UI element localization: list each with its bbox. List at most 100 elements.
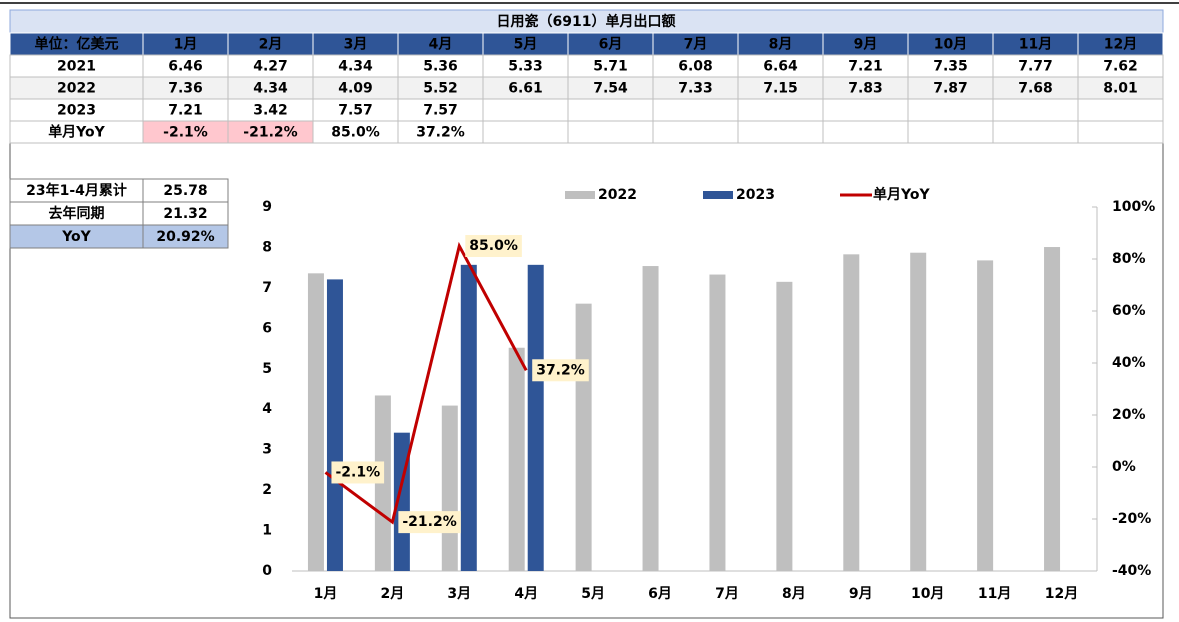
header-label: 8月 — [769, 37, 793, 53]
cell-text: 7.54 — [593, 81, 628, 97]
header-label: 5月 — [514, 37, 538, 53]
y2-tick-label: 20% — [1112, 407, 1146, 423]
x-tick-label: 7月 — [715, 586, 739, 602]
y2-tick-label: 80% — [1112, 251, 1146, 267]
header-label: 9月 — [854, 37, 878, 53]
data-label: 85.0% — [469, 238, 518, 254]
cell-text: 7.57 — [338, 103, 373, 119]
cell-text: 5.36 — [423, 59, 458, 75]
bar — [910, 252, 927, 572]
header-label: 1月 — [174, 37, 198, 53]
table-cell — [822, 120, 909, 144]
data-label: 37.2% — [536, 362, 585, 378]
bar — [977, 260, 994, 571]
header-label: 3月 — [344, 37, 368, 53]
label-box — [398, 511, 461, 534]
cell-text: 4.27 — [253, 59, 288, 75]
cell-text: 单月YoY — [48, 124, 105, 141]
header-label: 7月 — [684, 37, 708, 53]
data-label: -21.2% — [402, 514, 456, 530]
bar — [460, 264, 477, 571]
table-cell — [1077, 120, 1164, 144]
x-tick-label: 4月 — [514, 586, 538, 602]
y-tick-label: 0 — [262, 563, 272, 579]
cell-text: 2023 — [57, 103, 96, 119]
cell-text: 6.64 — [763, 59, 798, 75]
legend-label: 单月YoY — [873, 186, 930, 203]
label-box — [532, 359, 589, 382]
y-tick-label: 3 — [262, 442, 272, 458]
table-cell — [482, 120, 569, 144]
x-tick-label: 12月 — [1045, 586, 1078, 602]
summary-text: 20.92% — [156, 229, 214, 245]
legend-label: 2022 — [598, 187, 637, 203]
y-tick-label: 1 — [262, 523, 272, 539]
summary-text: 25.78 — [163, 183, 207, 199]
bar — [776, 281, 793, 571]
cell-text: 2021 — [57, 59, 96, 75]
legend-label: 2023 — [736, 187, 775, 203]
cell-text: 4.34 — [253, 81, 288, 97]
y2-tick-label: 0% — [1112, 459, 1136, 475]
cell-text: 7.33 — [678, 81, 713, 97]
cell-text: 7.36 — [168, 81, 203, 97]
bar — [326, 279, 343, 571]
bar — [527, 264, 544, 571]
y2-tick-label: 100% — [1112, 199, 1155, 215]
y-tick-label: 8 — [262, 239, 272, 255]
y2-tick-label: 60% — [1112, 303, 1146, 319]
cell-text: 6.08 — [678, 59, 713, 75]
y2-tick-label: 40% — [1112, 355, 1146, 371]
cell-text: 6.46 — [168, 59, 203, 75]
summary-text: 23年1-4月累计 — [26, 182, 127, 199]
bar — [709, 274, 726, 571]
table-cell — [992, 98, 1079, 122]
summary-text: 21.32 — [163, 206, 207, 222]
table-cell — [737, 98, 824, 122]
bar — [642, 266, 659, 571]
header-label: 12月 — [1104, 37, 1137, 53]
header-label: 6月 — [599, 37, 623, 53]
y-tick-label: 9 — [262, 199, 272, 215]
x-tick-label: 9月 — [849, 586, 873, 602]
x-tick-label: 8月 — [782, 586, 806, 602]
cell-text: -21.2% — [243, 125, 297, 141]
table-cell — [1077, 98, 1164, 122]
bar — [1044, 247, 1061, 572]
y2-tick-label: -20% — [1112, 511, 1151, 527]
table-title: 日用瓷（6911）单月出口额 — [497, 13, 676, 30]
cell-text: 2022 — [57, 81, 96, 97]
cell-text: 7.77 — [1018, 59, 1053, 75]
label-box — [331, 461, 385, 484]
label-box — [465, 235, 522, 257]
cell-text: 85.0% — [331, 125, 380, 141]
cell-text: 8.01 — [1103, 81, 1138, 97]
summary-cell — [142, 224, 229, 249]
x-tick-label: 11月 — [978, 586, 1011, 602]
header-label: 10月 — [934, 37, 967, 53]
summary-text: YoY — [61, 229, 91, 245]
table-cell — [567, 98, 654, 122]
table-cell — [992, 120, 1079, 144]
x-tick-label: 1月 — [314, 586, 338, 602]
header-label: 2月 — [259, 37, 283, 53]
header-label: 4月 — [429, 37, 453, 53]
table-cell — [822, 98, 909, 122]
cell-text: 7.21 — [848, 59, 883, 75]
y2-tick-label: -40% — [1112, 563, 1151, 579]
summary-text: 去年同期 — [49, 205, 105, 222]
cell-text: 4.34 — [338, 59, 373, 75]
table-cell — [907, 98, 994, 122]
bar — [575, 303, 592, 571]
y-tick-label: 4 — [262, 401, 272, 417]
cell-text: 6.61 — [508, 81, 543, 97]
cell-text: 4.09 — [338, 81, 373, 97]
yoy-line — [324, 241, 528, 525]
y-tick-label: 7 — [262, 280, 272, 296]
data-label: -2.1% — [335, 464, 380, 480]
x-tick-label: 10月 — [911, 586, 944, 602]
cell-text: 7.62 — [1103, 59, 1138, 75]
cell-text: 7.68 — [1018, 81, 1053, 97]
cell-text: 7.57 — [423, 103, 458, 119]
table-cell — [652, 120, 739, 144]
